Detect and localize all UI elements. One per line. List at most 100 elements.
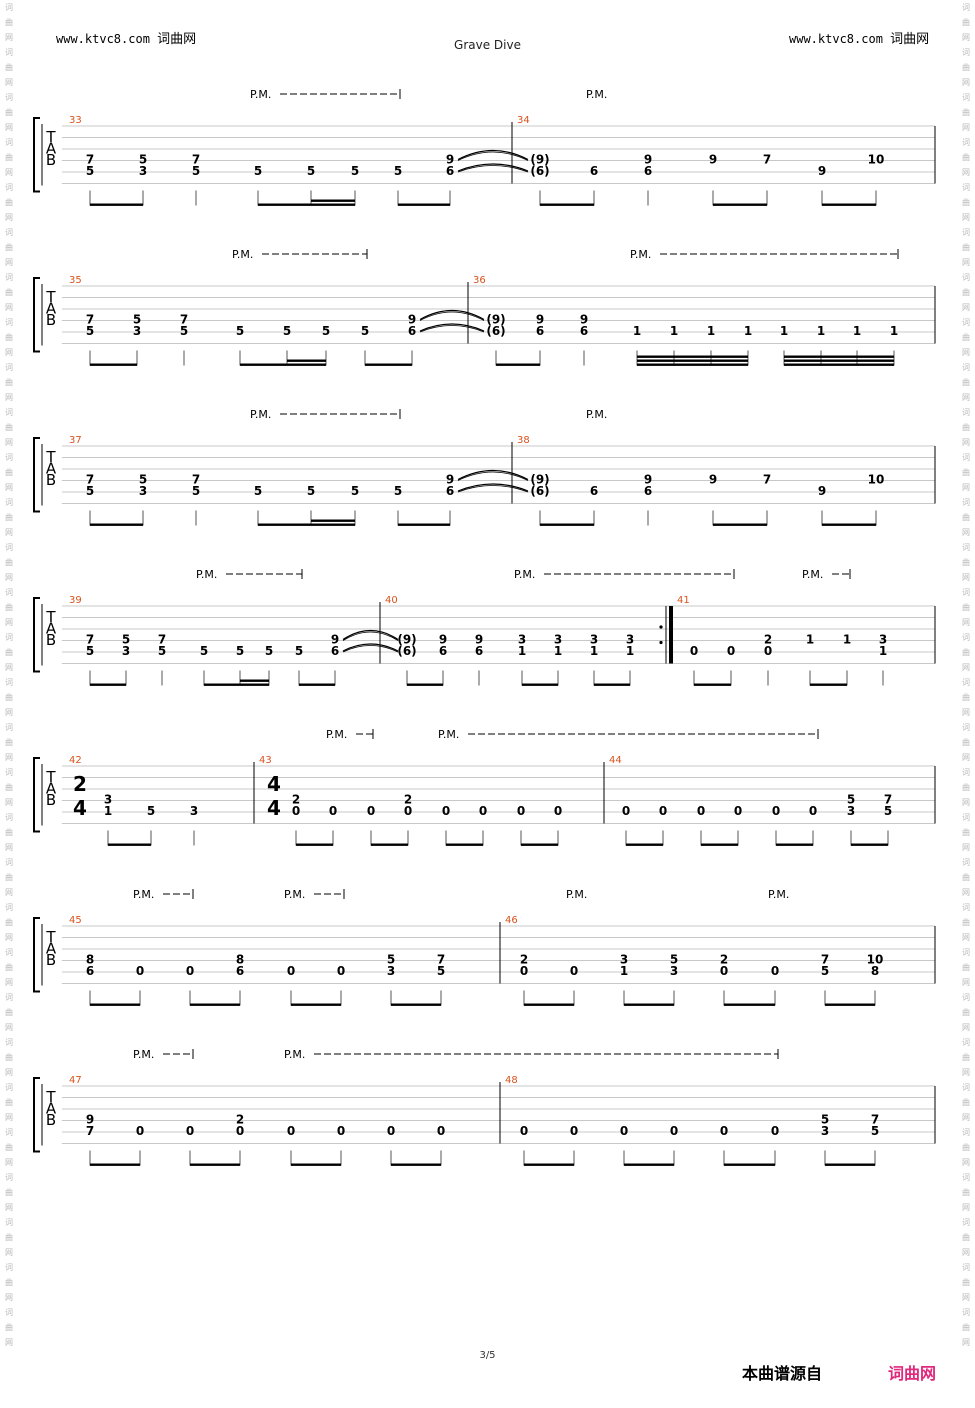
fret-number: 10 — [868, 473, 885, 487]
watermark-glyph: 网 — [962, 1113, 970, 1122]
right-watermark-strip: 词曲网词曲网词曲网词曲网词曲网词曲网词曲网词曲网词曲网词曲网词曲网词曲网词曲网词… — [959, 0, 973, 1408]
fret-number: 1 — [554, 644, 562, 658]
fret-number: 5 — [139, 153, 147, 167]
fret-number: 5 — [133, 313, 141, 327]
palm-mute-label: P.M. — [438, 728, 459, 741]
fret-number: 7 — [86, 633, 94, 647]
fret-number: 5 — [86, 484, 94, 498]
watermark-glyph: 网 — [5, 573, 13, 582]
watermark-glyph: 词 — [5, 318, 13, 327]
watermark-glyph: 曲 — [962, 378, 970, 387]
header-left-url[interactable]: www.ktvc8.com 词曲网 — [56, 28, 196, 47]
watermark-glyph: 网 — [5, 753, 13, 762]
fret-number: 0 — [136, 1124, 144, 1138]
watermark-glyph: 网 — [962, 1068, 970, 1077]
watermark-glyph: 词 — [5, 813, 13, 822]
watermark-glyph: 网 — [962, 663, 970, 672]
fret-number: 0 — [292, 804, 300, 818]
fret-number: 0 — [772, 804, 780, 818]
fret-number: 7 — [86, 153, 94, 167]
watermark-glyph: 网 — [5, 798, 13, 807]
watermark-glyph: 曲 — [5, 873, 13, 882]
watermark-glyph: 词 — [5, 903, 13, 912]
note-beam — [637, 363, 748, 366]
fret-number: 1 — [890, 324, 898, 338]
tab-clef-letter: A — [46, 1100, 57, 1118]
watermark-glyph: 网 — [962, 438, 970, 447]
tab-clef-letter: T — [45, 128, 56, 146]
time-signature-top: 2 — [73, 772, 87, 796]
tab-clef-letter: T — [45, 608, 56, 626]
watermark-glyph: 词 — [962, 633, 970, 642]
system-bracket — [33, 277, 40, 353]
note-beam — [446, 843, 483, 846]
watermark-glyph: 网 — [5, 33, 13, 42]
fret-number: 3 — [620, 953, 628, 967]
note-beam — [822, 203, 876, 206]
tab-clef-letter: B — [46, 1111, 56, 1129]
watermark-glyph: 词 — [962, 363, 970, 372]
measure-number: 43 — [259, 755, 272, 766]
watermark-glyph: 网 — [962, 528, 970, 537]
fret-number: 5 — [86, 164, 94, 178]
note-beam — [540, 203, 594, 206]
fret-number: 7 — [86, 1124, 94, 1138]
note-beam — [784, 355, 894, 358]
watermark-glyph: 网 — [5, 1293, 13, 1302]
fret-number: 0 — [622, 804, 630, 818]
watermark-glyph: 网 — [5, 483, 13, 492]
watermark-glyph: 网 — [5, 1158, 13, 1167]
watermark-glyph: 曲 — [5, 378, 13, 387]
fret-number: 9 — [439, 633, 447, 647]
palm-mute-label: P.M. — [326, 728, 347, 741]
watermark-glyph: 词 — [962, 588, 970, 597]
palm-mute-label: P.M. — [284, 1048, 305, 1061]
footer-brand-logo[interactable]: 词曲网 — [888, 1364, 937, 1383]
watermark-glyph: 曲 — [962, 1233, 970, 1242]
fret-number: 7 — [763, 473, 771, 487]
palm-mute-label: P.M. — [630, 248, 651, 261]
fret-number: (9) — [486, 313, 505, 327]
song-title: Grave Dive — [454, 38, 521, 52]
watermark-glyph: 曲 — [962, 1323, 970, 1332]
fret-number: 3 — [626, 633, 634, 647]
fret-number: 1 — [744, 324, 752, 338]
watermark-glyph: 词 — [962, 948, 970, 957]
header-right-url[interactable]: www.ktvc8.com 词曲网 — [789, 28, 929, 47]
fret-number: 7 — [86, 473, 94, 487]
watermark-glyph: 词 — [962, 1083, 970, 1092]
watermark-glyph: 曲 — [5, 828, 13, 837]
fret-number: 0 — [186, 964, 194, 978]
tab-clef-letter: T — [45, 928, 56, 946]
fret-number: 1 — [590, 644, 598, 658]
watermark-glyph: 网 — [5, 663, 13, 672]
tie-arc — [457, 483, 529, 492]
fret-number: 5 — [847, 793, 855, 807]
watermark-glyph: 曲 — [5, 468, 13, 477]
watermark-glyph: 网 — [5, 1113, 13, 1122]
watermark-glyph: 曲 — [962, 603, 970, 612]
watermark-glyph: 网 — [962, 33, 970, 42]
watermark-glyph: 词 — [5, 858, 13, 867]
watermark-glyph: 曲 — [962, 558, 970, 567]
fret-number: 3 — [879, 633, 887, 647]
right-url-text: www.ktvc8.com — [789, 32, 883, 46]
watermark-glyph: 词 — [962, 903, 970, 912]
watermark-glyph: 曲 — [962, 1008, 970, 1017]
repeat-thick-line — [669, 606, 673, 664]
note-beam — [694, 683, 731, 686]
tie-arc — [457, 151, 529, 161]
watermark-glyph: 曲 — [962, 873, 970, 882]
watermark-glyph: 曲 — [962, 333, 970, 342]
fret-number: 0 — [570, 1124, 578, 1138]
watermark-glyph: 网 — [5, 708, 13, 717]
fret-number: 7 — [192, 473, 200, 487]
watermark-glyph: 曲 — [962, 1053, 970, 1062]
fret-number: 5 — [884, 804, 892, 818]
watermark-glyph: 网 — [5, 348, 13, 357]
